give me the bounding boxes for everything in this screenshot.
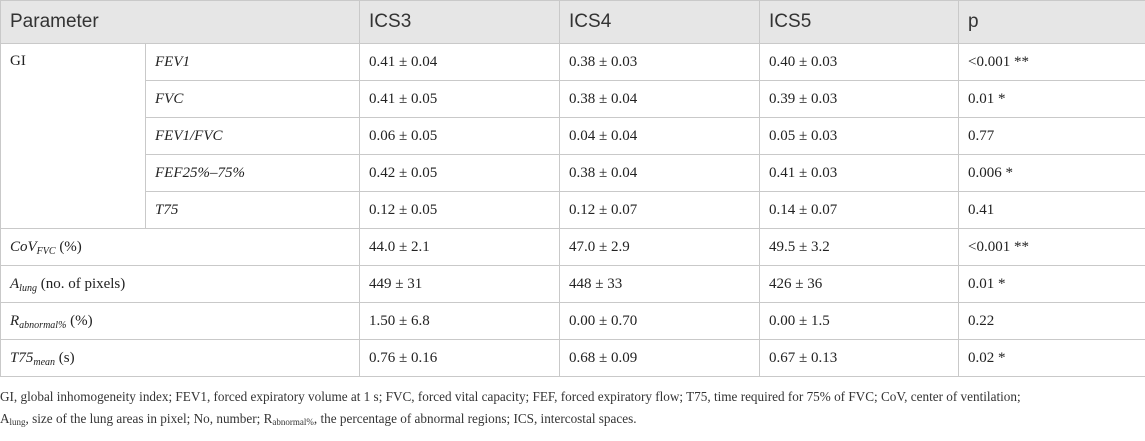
cell-ics4: 0.68 ± 0.09	[559, 339, 761, 377]
param-subscript: FVC	[36, 245, 56, 257]
cell-ics3: 0.76 ± 0.16	[359, 339, 561, 377]
row-sub-label: FEV1	[144, 43, 361, 81]
cell-p: <0.001 **	[958, 228, 1145, 266]
cell-ics3: 449 ± 31	[359, 265, 561, 303]
cell-ics4: 47.0 ± 2.9	[559, 228, 761, 266]
table-row: FVC 0.41 ± 0.05 0.38 ± 0.04 0.39 ± 0.03 …	[1, 80, 1145, 118]
header-ics5: ICS5	[759, 0, 960, 44]
param-unit: (%)	[66, 312, 93, 329]
param-unit: (no. of pixels)	[36, 275, 126, 292]
cell-p: 0.41	[958, 191, 1145, 229]
row-sub-label: FVC	[144, 80, 361, 118]
cell-ics4: 0.38 ± 0.03	[559, 43, 761, 81]
cell-p: <0.001 **	[958, 43, 1145, 81]
footnote-r-subscript: abnormal%	[272, 417, 314, 427]
table-row: GI FEV1 0.41 ± 0.04 0.38 ± 0.03 0.40 ± 0…	[0, 43, 1145, 229]
footnote-line-2: Alung, size of the lung areas in pixel; …	[0, 408, 1140, 430]
row-sub-label: FEV1/FVC	[144, 117, 361, 155]
table-row: T75mean (s) 0.76 ± 0.16 0.68 ± 0.09 0.67…	[0, 339, 1145, 377]
row-label-t75mean: T75mean (s)	[0, 339, 361, 377]
cell-ics5: 49.5 ± 3.2	[759, 228, 960, 266]
param-subscript: mean	[33, 356, 56, 368]
table-row: Rabnormal% (%) 1.50 ± 6.8 0.00 ± 0.70 0.…	[0, 302, 1145, 340]
results-table: Parameter ICS3 ICS4 ICS5 p GI FEV1 0.41 …	[0, 0, 1145, 377]
row-sub-label: FEF25%–75%	[144, 154, 361, 192]
header-row: Parameter ICS3 ICS4 ICS5 p	[0, 0, 1145, 44]
cell-ics3: 0.12 ± 0.05	[359, 191, 561, 229]
cell-p: 0.006 *	[958, 154, 1145, 192]
footnote-text-b: , size of the lung areas in pixel; No, n…	[25, 411, 273, 426]
footnote-line-1: GI, global inhomogeneity index; FEV1, fo…	[0, 389, 1021, 404]
cell-ics5: 0.41 ± 0.03	[759, 154, 960, 192]
row-label-cov: CoVFVC (%)	[0, 228, 361, 266]
footnote-text-c: , the percentage of abnormal regions; IC…	[313, 411, 637, 426]
cell-ics5: 0.00 ± 1.5	[759, 302, 960, 340]
cell-ics5: 0.67 ± 0.13	[759, 339, 960, 377]
param-subscript: lung	[19, 282, 37, 294]
row-sub-label: T75	[144, 191, 361, 229]
table-row: FEF25%–75% 0.42 ± 0.05 0.38 ± 0.04 0.41 …	[1, 154, 1145, 192]
header-ics4: ICS4	[559, 0, 761, 44]
param-main: A	[10, 275, 20, 292]
cell-p: 0.02 *	[958, 339, 1145, 377]
header-parameter: Parameter	[0, 0, 361, 44]
cell-p: 0.77	[958, 117, 1145, 155]
param-unit: (%)	[55, 238, 82, 255]
cell-ics3: 0.41 ± 0.04	[359, 43, 561, 81]
table-row: Alung (no. of pixels) 449 ± 31 448 ± 33 …	[0, 265, 1145, 303]
table-footnote: GI, global inhomogeneity index; FEV1, fo…	[0, 386, 1140, 430]
footnote-a: A	[0, 411, 10, 426]
footnote-a-subscript: lung	[9, 417, 26, 427]
cell-ics5: 0.40 ± 0.03	[759, 43, 960, 81]
cell-p: 0.22	[958, 302, 1145, 340]
param-main: R	[10, 312, 20, 329]
cell-ics3: 1.50 ± 6.8	[359, 302, 561, 340]
table-row: T75 0.12 ± 0.05 0.12 ± 0.07 0.14 ± 0.07 …	[1, 191, 1145, 229]
cell-ics4: 0.00 ± 0.70	[559, 302, 761, 340]
cell-ics3: 0.06 ± 0.05	[359, 117, 561, 155]
cell-ics4: 0.04 ± 0.04	[559, 117, 761, 155]
header-ics3: ICS3	[359, 0, 561, 44]
cell-ics4: 0.38 ± 0.04	[559, 154, 761, 192]
table-row: FEV1/FVC 0.06 ± 0.05 0.04 ± 0.04 0.05 ± …	[1, 117, 1145, 155]
row-label-rabnormal: Rabnormal% (%)	[0, 302, 361, 340]
cell-p: 0.01 *	[958, 80, 1145, 118]
cell-ics4: 0.38 ± 0.04	[559, 80, 761, 118]
cell-ics3: 0.41 ± 0.05	[359, 80, 561, 118]
table-row: CoVFVC (%) 44.0 ± 2.1 47.0 ± 2.9 49.5 ± …	[0, 228, 1145, 266]
header-p: p	[958, 0, 1145, 44]
param-main: CoV	[10, 238, 37, 255]
cell-ics3: 44.0 ± 2.1	[359, 228, 561, 266]
cell-ics5: 0.14 ± 0.07	[759, 191, 960, 229]
cell-ics4: 448 ± 33	[559, 265, 761, 303]
param-unit: (s)	[55, 349, 75, 366]
param-subscript: abnormal%	[19, 319, 67, 331]
param-main: T75	[10, 349, 34, 366]
cell-ics4: 0.12 ± 0.07	[559, 191, 761, 229]
row-label-alung: Alung (no. of pixels)	[0, 265, 361, 303]
cell-ics5: 426 ± 36	[759, 265, 960, 303]
gi-group-label: GI	[0, 43, 146, 229]
cell-ics5: 0.05 ± 0.03	[759, 117, 960, 155]
cell-ics3: 0.42 ± 0.05	[359, 154, 561, 192]
cell-p: 0.01 *	[958, 265, 1145, 303]
cell-ics5: 0.39 ± 0.03	[759, 80, 960, 118]
